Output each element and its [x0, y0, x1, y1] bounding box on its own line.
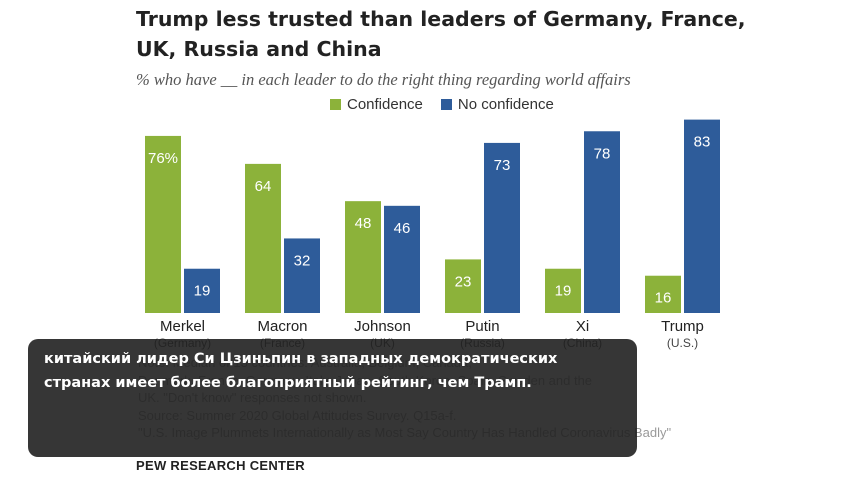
bar-confidence-xi: [545, 268, 581, 313]
data-label-no-confidence-trump: 83: [694, 134, 711, 151]
bar-no-confidence-trump: [684, 119, 720, 313]
legend-swatch-confidence: [330, 99, 341, 110]
legend-label-confidence: Confidence: [347, 96, 423, 113]
data-label-confidence-merkel: 76%: [148, 150, 178, 167]
data-label-confidence-johnson: 48: [355, 215, 372, 232]
data-label-confidence-macron: 64: [255, 178, 272, 195]
category-label-xi: Xi: [576, 318, 589, 335]
bar-confidence-putin: [445, 259, 481, 313]
legend-item-no-confidence: No confidence: [440, 96, 554, 113]
chart-title-line-1: Trump less trusted than leaders of Germa…: [136, 7, 746, 31]
category-sublabel-trump: (U.S.): [667, 336, 698, 350]
data-label-no-confidence-merkel: 19: [194, 283, 211, 300]
bar-confidence-johnson: [345, 201, 381, 313]
chart-subtitle: % who have __ in each leader to do the r…: [136, 70, 631, 89]
bar-no-confidence-merkel: [184, 268, 220, 313]
category-label-macron: Macron: [257, 318, 307, 335]
data-label-no-confidence-johnson: 46: [394, 220, 411, 237]
data-label-confidence-xi: 19: [555, 283, 572, 300]
chart-legend: Confidence No confidence: [330, 96, 572, 113]
bar-no-confidence-xi: [584, 131, 620, 313]
category-label-putin: Putin: [465, 318, 499, 335]
data-label-confidence-trump: 16: [655, 290, 672, 307]
caption-line-1: китайский лидер Си Цзиньпин в западных д…: [44, 351, 558, 367]
bar-confidence-trump: [645, 275, 681, 313]
bar-confidence-macron: [245, 163, 281, 313]
data-label-no-confidence-macron: 32: [294, 252, 311, 269]
bar-confidence-merkel: [145, 135, 181, 313]
data-label-no-confidence-xi: 78: [594, 145, 611, 162]
legend-item-confidence: Confidence: [330, 96, 423, 113]
category-label-merkel: Merkel: [160, 318, 205, 335]
category-label-johnson: Johnson: [354, 318, 411, 335]
data-label-confidence-putin: 23: [455, 273, 472, 290]
bar-no-confidence-johnson: [384, 205, 420, 313]
legend-label-no-confidence: No confidence: [457, 96, 554, 113]
bar-no-confidence-macron: [284, 238, 320, 313]
video-subtitle-caption: китайский лидер Си Цзиньпин в западных д…: [28, 339, 637, 457]
bar-no-confidence-putin: [484, 142, 520, 313]
category-label-trump: Trump: [661, 318, 704, 335]
source-organization: PEW RESEARCH CENTER: [136, 458, 305, 473]
caption-line-2: странах имеет более благоприятный рейтин…: [44, 375, 532, 391]
legend-swatch-no-confidence: [440, 99, 452, 110]
chart-title: Trump less trusted than leaders of Germa…: [136, 4, 776, 64]
data-label-no-confidence-putin: 73: [494, 157, 511, 174]
chart-title-line-2: UK, Russia and China: [136, 37, 382, 61]
